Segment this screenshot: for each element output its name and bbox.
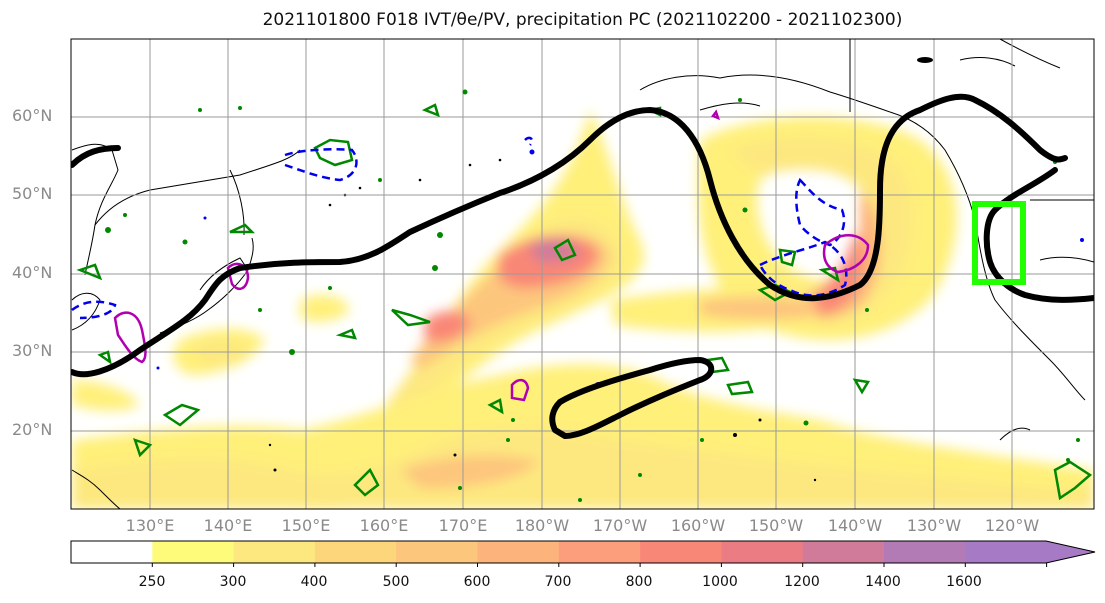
lon-label: 170°E <box>438 516 488 535</box>
colorbar-segment <box>558 541 641 563</box>
dashed-contours <box>71 136 848 320</box>
colorbar-segment <box>152 541 235 563</box>
colorbar-segment <box>477 541 560 563</box>
lon-label: 160°W <box>670 516 726 535</box>
colorbar-tick-label: 500 <box>382 574 410 590</box>
lon-label: 150°W <box>748 516 804 535</box>
coastlines <box>71 39 1094 509</box>
lon-label: 130°E <box>125 516 175 535</box>
lat-label-20n: 20°N <box>12 420 53 439</box>
colorbar-segment <box>640 541 722 563</box>
lon-label: 160°E <box>359 516 409 535</box>
lon-label: 170°W <box>592 516 648 535</box>
colorbar-segment <box>396 541 478 563</box>
colorbar-tick-label: 700 <box>544 574 572 590</box>
lon-label: 120°W <box>984 516 1040 535</box>
colorbar-segment <box>802 541 885 563</box>
colorbar-segment <box>884 541 966 563</box>
colorbar-tick-label: 800 <box>625 574 653 590</box>
lat-label-50n: 50°N <box>12 184 53 203</box>
colorbar-tick-label: 1400 <box>865 574 901 590</box>
colorbar-tick-label: 1600 <box>946 574 982 590</box>
lat-label-30n: 30°N <box>12 341 53 360</box>
colorbar-tick-label: 250 <box>138 574 166 590</box>
colorbar <box>70 540 1096 567</box>
lon-label: 140°W <box>827 516 883 535</box>
colorbar-tick-label: 1000 <box>702 574 738 590</box>
colorbar-outline <box>70 540 1096 564</box>
lon-label: 130°W <box>906 516 962 535</box>
colorbar-tick-label: 600 <box>463 574 491 590</box>
colorbar-segment <box>965 541 1095 563</box>
colorbar-tick-label: 400 <box>300 574 328 590</box>
colorbar-segment <box>721 541 804 563</box>
colorbar-tick-label: 300 <box>219 574 247 590</box>
chart-title: 2021101800 F018 IVT/θe/PV, precipitation… <box>262 10 903 30</box>
colorbar-tick-label: 1200 <box>784 574 820 590</box>
gridlines <box>71 39 1094 509</box>
islands <box>268 57 933 482</box>
colorbar-segment <box>71 541 153 563</box>
colorbar-segment <box>314 541 397 563</box>
map-frame <box>70 38 1095 510</box>
jet-contours <box>71 93 1094 439</box>
colorbar-segment <box>233 541 316 563</box>
lon-label: 140°E <box>203 516 253 535</box>
magenta-contours <box>113 109 870 402</box>
green-contours <box>76 103 1093 501</box>
lat-label-60n: 60°N <box>12 106 53 125</box>
lon-label: 180°W <box>514 516 570 535</box>
lon-label: 150°E <box>281 516 331 535</box>
target-box <box>972 201 1026 285</box>
lat-label-40n: 40°N <box>12 263 53 282</box>
